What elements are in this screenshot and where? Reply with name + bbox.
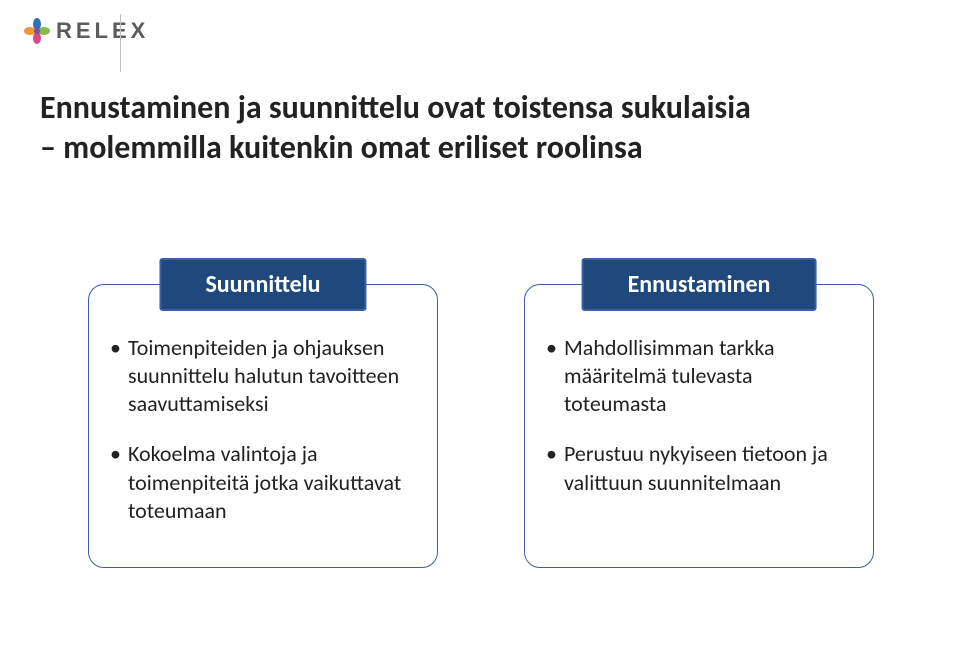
heading-line-2: – molemmilla kuitenkin omat eriliset roo… [40, 128, 643, 167]
logo-divider [120, 14, 121, 72]
panel-forecasting-bullet: Perustuu nykyiseen tietoon ja valittuun … [546, 440, 852, 496]
panel-planning-bullet: Kokoelma valintoja ja toimenpiteitä jotk… [110, 440, 416, 524]
panel-planning: Suunnittelu Toimenpiteiden ja ohjauksen … [88, 258, 438, 568]
logo-text: RELEX [56, 18, 149, 44]
heading-line-1: Ennustaminen ja suunnittelu ovat toisten… [40, 88, 751, 127]
panel-forecasting-list: Mahdollisimman tarkka määritelmä tulevas… [546, 334, 852, 497]
panels-row: Suunnittelu Toimenpiteiden ja ohjauksen … [88, 258, 874, 568]
panel-planning-list: Toimenpiteiden ja ohjauksen suunnittelu … [110, 334, 416, 525]
panel-forecasting-header: Ennustaminen [582, 258, 817, 311]
panel-forecasting: Ennustaminen Mahdollisimman tarkka määri… [524, 258, 874, 568]
panel-planning-header: Suunnittelu [159, 258, 366, 311]
panel-forecasting-body: Mahdollisimman tarkka määritelmä tulevas… [524, 320, 874, 539]
panel-forecasting-bullet: Mahdollisimman tarkka määritelmä tulevas… [546, 334, 852, 418]
relex-logo: RELEX [24, 18, 149, 44]
page-title: Ennustaminen ja suunnittelu ovat toisten… [40, 88, 920, 168]
panel-planning-body: Toimenpiteiden ja ohjauksen suunnittelu … [88, 320, 438, 567]
panel-planning-bullet: Toimenpiteiden ja ohjauksen suunnittelu … [110, 334, 416, 418]
slide-page: RELEX Ennustaminen ja suunnittelu ovat t… [0, 0, 960, 669]
flower-icon [24, 18, 50, 44]
